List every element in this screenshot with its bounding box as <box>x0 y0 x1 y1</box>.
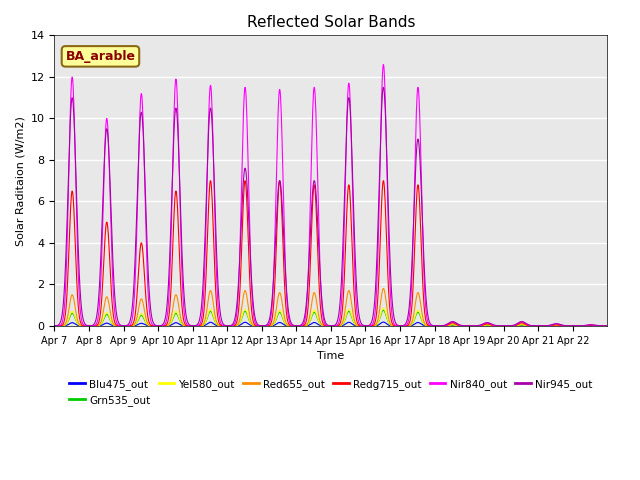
Blu475_out <box>534 323 542 329</box>
Red655_out <box>306 312 314 318</box>
Line: Redg715_out: Redg715_out <box>54 181 607 326</box>
Yel580_out <box>137 311 145 316</box>
Red655_out <box>461 323 469 329</box>
Nir945_out <box>137 111 145 117</box>
Legend: Blu475_out, Grn535_out, Yel580_out, Red655_out, Redg715_out, Nir840_out, Nir945_: Blu475_out, Grn535_out, Yel580_out, Red6… <box>65 374 596 410</box>
Nir840_out <box>604 323 611 329</box>
Redg715_out <box>51 323 58 329</box>
Redg715_out <box>597 323 605 329</box>
X-axis label: Time: Time <box>317 351 344 361</box>
Yel580_out <box>597 323 605 329</box>
Grn535_out <box>604 323 611 329</box>
Nir840_out <box>461 323 469 329</box>
Grn535_out <box>461 323 469 329</box>
Yel580_out <box>316 321 324 327</box>
Redg715_out <box>543 323 550 329</box>
Blu475_out <box>51 323 58 329</box>
Red655_out <box>51 323 58 329</box>
Grn535_out <box>306 319 314 324</box>
Yel580_out <box>306 318 314 324</box>
Nir945_out <box>461 323 469 329</box>
Nir840_out <box>569 323 577 329</box>
Red655_out <box>380 286 387 291</box>
Text: BA_arable: BA_arable <box>65 50 136 63</box>
Grn535_out <box>316 321 324 327</box>
Nir945_out <box>597 323 605 329</box>
Blu475_out <box>306 322 314 328</box>
Nir945_out <box>51 323 58 329</box>
Grn535_out <box>137 312 145 318</box>
Yel580_out <box>543 323 550 329</box>
Line: Yel580_out: Yel580_out <box>54 308 607 326</box>
Redg715_out <box>207 178 214 184</box>
Red655_out <box>597 323 605 329</box>
Yel580_out <box>569 323 577 329</box>
Line: Blu475_out: Blu475_out <box>54 322 607 326</box>
Blu475_out <box>461 323 469 329</box>
Redg715_out <box>317 306 324 312</box>
Redg715_out <box>604 323 611 329</box>
Nir840_out <box>316 271 324 277</box>
Nir840_out <box>51 323 58 329</box>
Redg715_out <box>307 265 314 271</box>
Blu475_out <box>543 323 550 329</box>
Nir945_out <box>569 323 577 329</box>
Yel580_out <box>51 323 58 329</box>
Line: Red655_out: Red655_out <box>54 288 607 326</box>
Nir945_out <box>316 273 324 278</box>
Nir840_out <box>380 62 387 68</box>
Blu475_out <box>604 323 611 329</box>
Red655_out <box>569 323 577 329</box>
Red655_out <box>137 296 145 302</box>
Line: Grn535_out: Grn535_out <box>54 310 607 326</box>
Yel580_out <box>604 323 611 329</box>
Redg715_out <box>461 323 469 329</box>
Nir840_out <box>543 323 550 329</box>
Line: Nir840_out: Nir840_out <box>54 65 607 326</box>
Red655_out <box>543 323 550 329</box>
Nir945_out <box>543 323 550 329</box>
Nir840_out <box>306 221 314 227</box>
Blu475_out <box>137 321 145 326</box>
Grn535_out <box>543 323 550 329</box>
Red655_out <box>316 319 324 324</box>
Nir840_out <box>597 323 605 329</box>
Nir945_out <box>380 84 387 90</box>
Nir840_out <box>137 93 145 99</box>
Grn535_out <box>597 323 605 329</box>
Yel580_out <box>461 323 469 329</box>
Line: Nir945_out: Nir945_out <box>54 87 607 326</box>
Grn535_out <box>380 307 387 313</box>
Grn535_out <box>569 323 577 329</box>
Nir945_out <box>604 323 611 329</box>
Blu475_out <box>380 319 387 325</box>
Nir945_out <box>306 242 314 248</box>
Redg715_out <box>569 323 577 329</box>
Yel580_out <box>380 305 387 311</box>
Redg715_out <box>137 241 145 247</box>
Title: Reflected Solar Bands: Reflected Solar Bands <box>246 15 415 30</box>
Blu475_out <box>316 323 324 328</box>
Blu475_out <box>597 323 605 329</box>
Red655_out <box>604 323 611 329</box>
Y-axis label: Solar Raditaion (W/m2): Solar Raditaion (W/m2) <box>15 116 25 245</box>
Grn535_out <box>51 323 58 329</box>
